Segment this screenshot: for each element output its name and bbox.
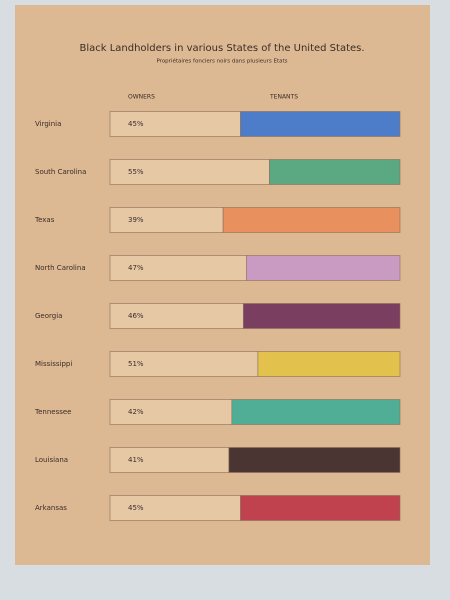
value-label: 51% bbox=[128, 360, 144, 368]
legend-label: OWNERS bbox=[128, 94, 155, 101]
category-label: Tennessee bbox=[34, 408, 71, 416]
category-label: Mississippi bbox=[35, 360, 72, 368]
paper bbox=[15, 5, 430, 565]
bar-segment bbox=[222, 207, 401, 233]
value-label: 55% bbox=[128, 168, 144, 176]
bar-segment bbox=[231, 399, 401, 425]
value-label: 41% bbox=[128, 456, 144, 464]
bar-segment bbox=[109, 399, 233, 425]
bar-segment bbox=[109, 207, 224, 233]
bar-segment bbox=[240, 495, 401, 521]
category-label: Virginia bbox=[35, 120, 61, 128]
value-label: 46% bbox=[128, 312, 144, 320]
bar-segment bbox=[109, 111, 241, 137]
value-label: 39% bbox=[128, 216, 144, 224]
bar-segment bbox=[109, 495, 241, 521]
bar-segment bbox=[246, 255, 401, 281]
bar-segment bbox=[257, 351, 401, 377]
category-label: Louisiana bbox=[35, 456, 68, 464]
chart-subtitle: Propriétaires fonciers noirs dans plusie… bbox=[156, 58, 287, 65]
bar-segment bbox=[109, 351, 259, 377]
legend-label: TENANTS bbox=[269, 94, 298, 101]
value-label: 45% bbox=[128, 504, 144, 512]
category-label: South Carolina bbox=[35, 168, 86, 176]
bar-segment bbox=[109, 255, 247, 281]
value-label: 42% bbox=[128, 408, 144, 416]
value-label: 45% bbox=[128, 120, 144, 128]
bar-segment bbox=[109, 447, 230, 473]
category-label: Arkansas bbox=[35, 504, 67, 512]
category-label: Texas bbox=[34, 216, 55, 224]
bar-segment bbox=[109, 159, 270, 185]
bar-segment bbox=[240, 111, 401, 137]
bar-segment bbox=[243, 303, 401, 329]
bar-segment bbox=[269, 159, 401, 185]
bar-segment bbox=[228, 447, 401, 473]
category-label: North Carolina bbox=[35, 264, 86, 272]
chart-title: Black Landholders in various States of t… bbox=[79, 43, 364, 54]
category-label: Georgia bbox=[35, 312, 62, 320]
value-label: 47% bbox=[128, 264, 144, 272]
bar-segment bbox=[109, 303, 244, 329]
